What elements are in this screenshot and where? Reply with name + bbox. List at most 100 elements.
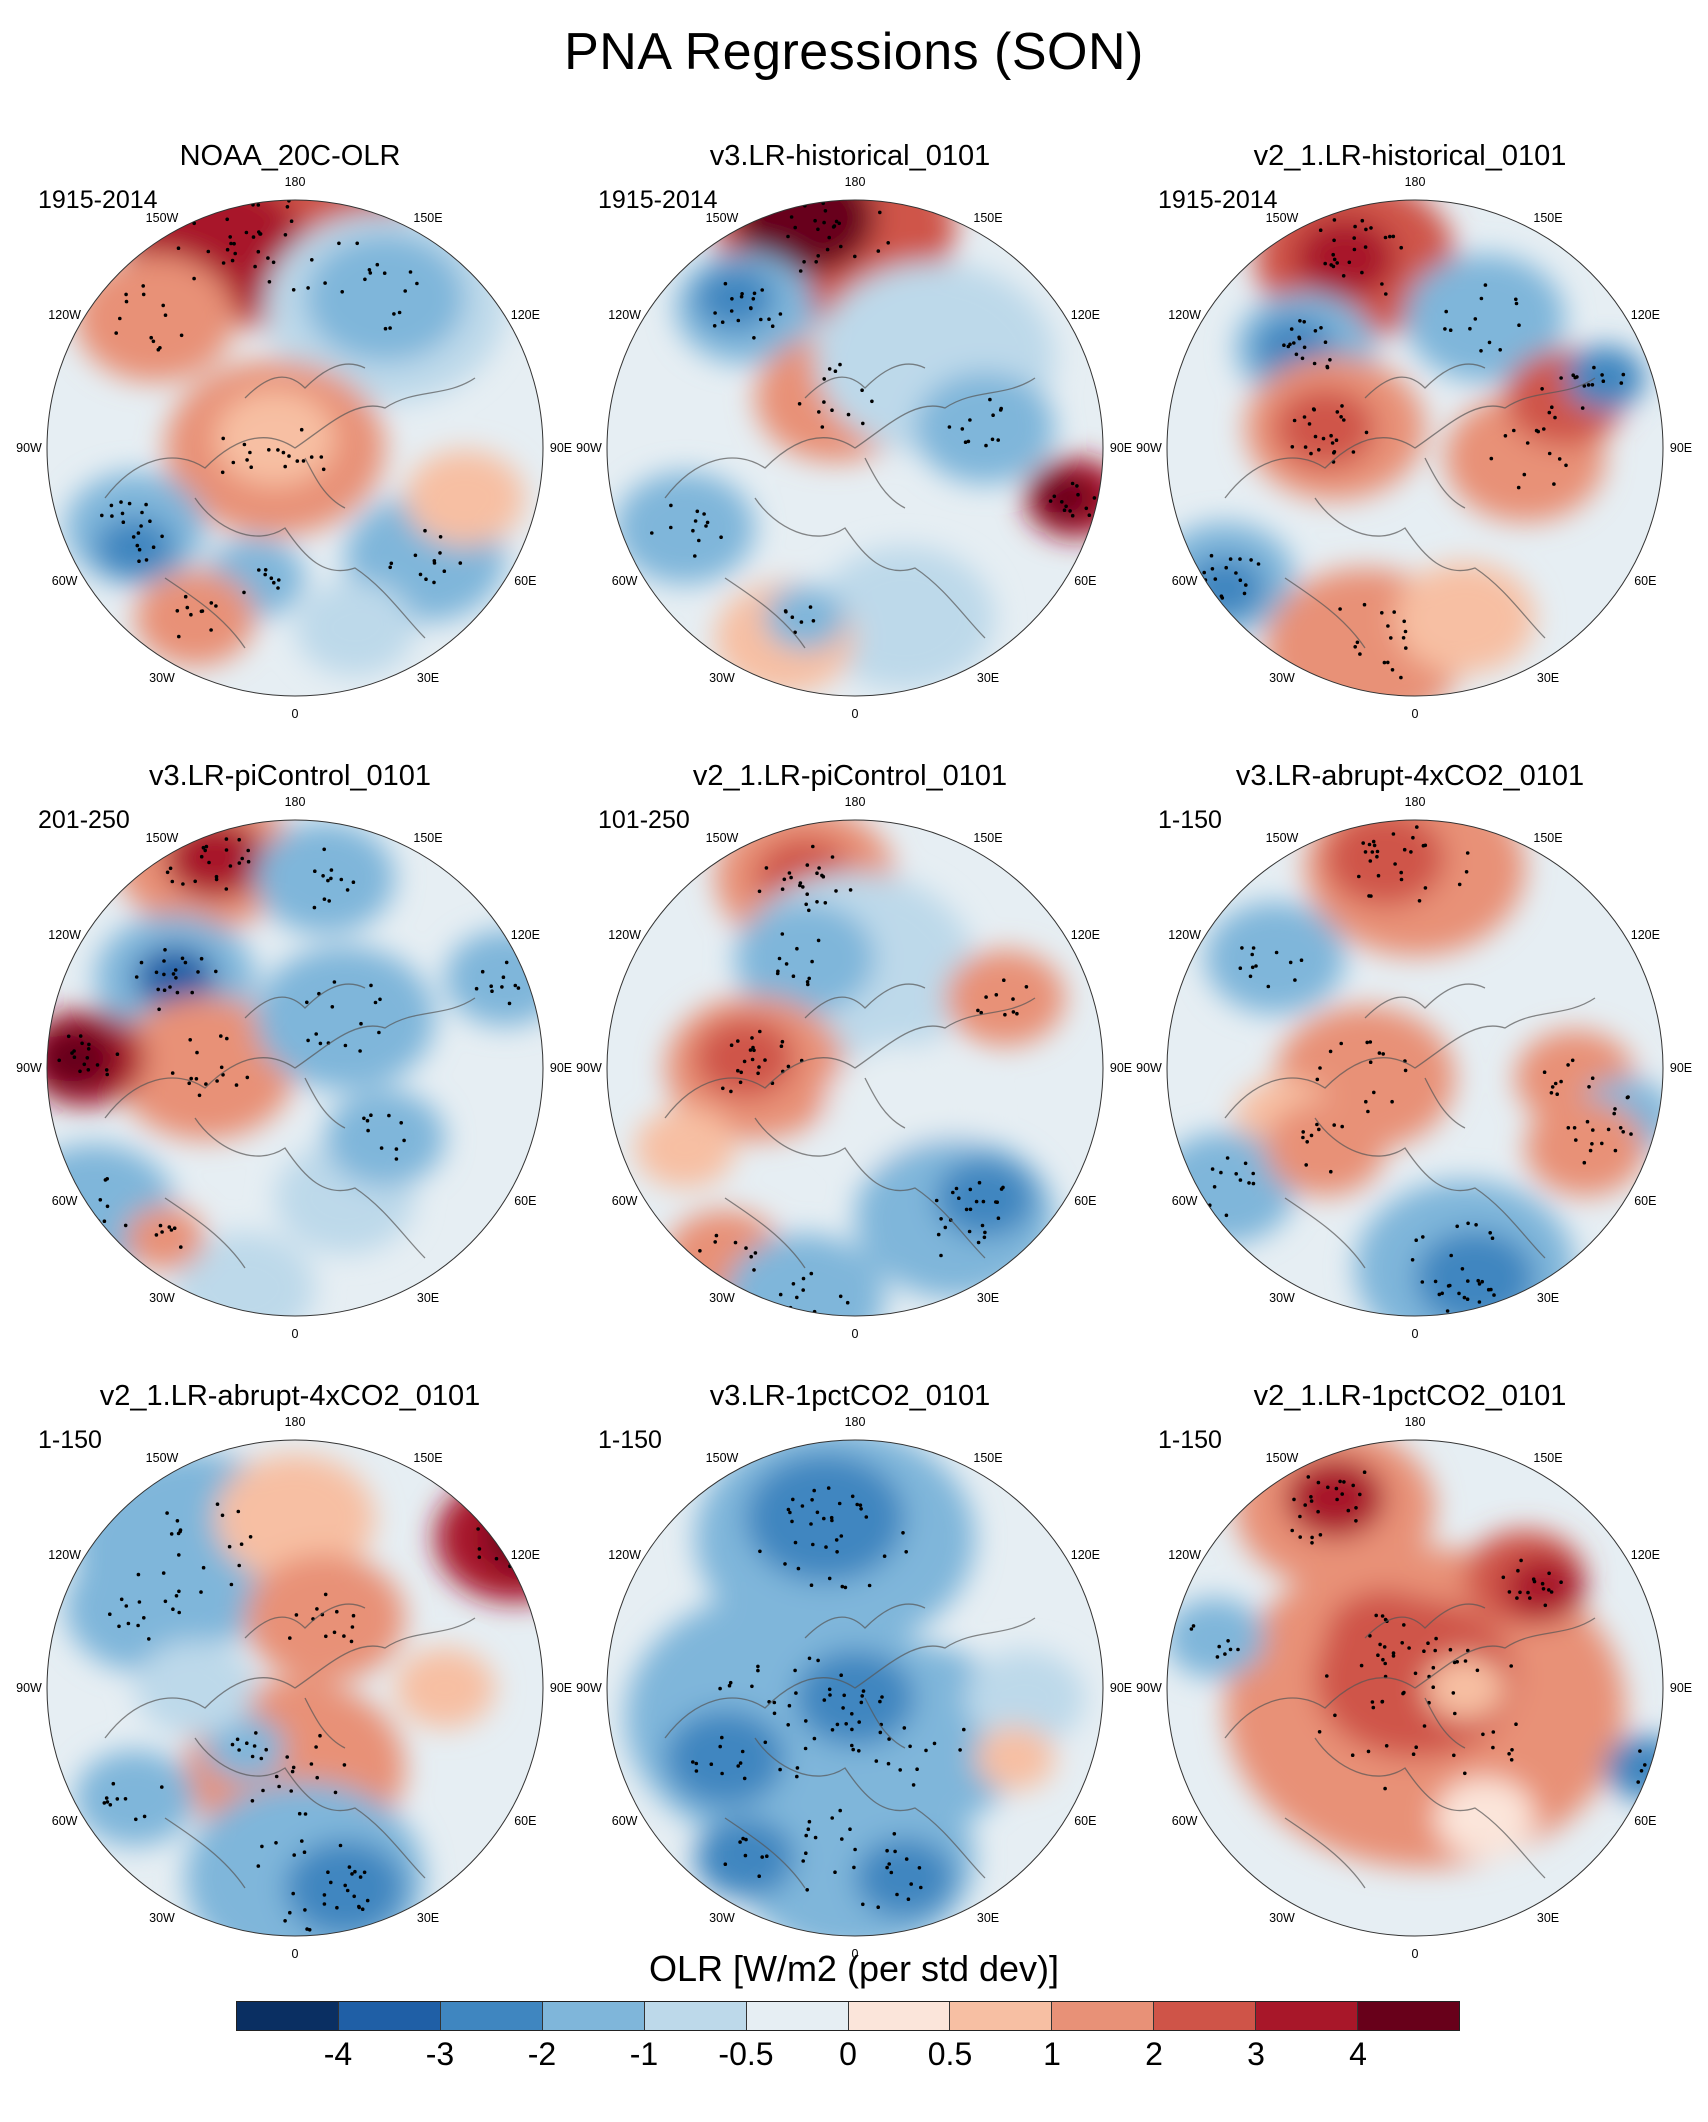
stipple-dot: [1402, 619, 1406, 624]
stipple-dot: [424, 577, 428, 581]
anomaly-blob: [65, 1544, 225, 1672]
stipple-dot: [515, 1534, 520, 1538]
map-border: [606, 1439, 1104, 1937]
stipple-dot: [1048, 499, 1053, 503]
stipple-dot: [990, 437, 995, 442]
stipple-dot: [1612, 1111, 1616, 1116]
stipple-dot: [214, 877, 219, 882]
longitude-label: 180: [844, 175, 866, 189]
stipple-dot: [1510, 1748, 1514, 1752]
stipple-dot: [1402, 847, 1407, 852]
anomaly-blob: [1605, 1736, 1663, 1800]
stipple-dot: [859, 1507, 863, 1511]
stipple-dot: [1393, 862, 1397, 866]
stipple-dot: [1298, 1535, 1302, 1539]
significance-stipple: [102, 1502, 543, 1932]
polar-map: [606, 199, 1104, 697]
stipple-dot: [322, 1893, 327, 1897]
stipple-dot: [834, 889, 838, 893]
stipple-dot: [252, 1744, 257, 1748]
stipple-dot: [816, 938, 821, 943]
stipple-dot: [822, 1698, 827, 1702]
stipple-dot: [1332, 257, 1337, 262]
stipple-dot: [1619, 381, 1624, 385]
stipple-dot: [126, 1621, 131, 1626]
stipple-dot: [966, 439, 971, 444]
longitude-label: 60E: [1074, 574, 1097, 588]
stipple-dot: [1547, 410, 1552, 415]
stipple-dot: [979, 1010, 983, 1015]
stipple-dot: [237, 861, 242, 865]
stipple-dot: [1553, 1081, 1558, 1086]
stipple-dot: [225, 247, 230, 252]
stipple-dot: [1313, 434, 1318, 439]
stipple-dot: [1326, 1485, 1330, 1490]
stipple-dot: [105, 1072, 109, 1077]
stipple-dot: [788, 1510, 792, 1515]
stipple-dot: [366, 1128, 370, 1133]
stipple-dot: [78, 1069, 82, 1074]
stipple-dot: [1236, 1647, 1240, 1652]
stipple-dot: [199, 956, 204, 961]
stipple-dot: [713, 311, 717, 315]
stipple-dot: [908, 1744, 912, 1749]
stipple-dot: [137, 1600, 142, 1604]
stipple-dot: [751, 1045, 755, 1050]
stipple-dot: [1600, 373, 1604, 377]
stipple-dot: [1209, 553, 1214, 558]
stipple-dot: [367, 268, 372, 272]
stipple-dot: [874, 1759, 879, 1763]
stipple-dot: [1587, 1085, 1591, 1089]
stipple-dot: [1364, 1099, 1368, 1104]
longitude-label: 60E: [1074, 1814, 1097, 1828]
panel-title: v3.LR-piControl_0101: [148, 760, 432, 792]
stipple-dot: [1455, 1224, 1459, 1229]
stipple-dot: [1392, 610, 1396, 614]
stipple-dot: [1547, 451, 1552, 456]
stipple-dot: [1382, 1645, 1387, 1649]
colorbar-tick-label: -2: [527, 2036, 557, 2072]
stipple-dot: [848, 1827, 852, 1831]
stipple-dot: [1330, 441, 1335, 445]
stipple-dot: [309, 1762, 314, 1766]
stipple-dot: [292, 1853, 296, 1857]
stipple-dot: [1488, 1231, 1492, 1235]
stipple-dot: [861, 1689, 866, 1693]
anomaly-blob: [75, 254, 235, 382]
stipple-dot: [1060, 500, 1064, 504]
stipple-dot: [110, 514, 114, 518]
stipple-dot: [139, 960, 144, 965]
stipple-dot: [1292, 418, 1297, 423]
stipple-dot: [103, 1178, 108, 1182]
stipple-dot: [704, 524, 708, 528]
stipple-dot: [72, 1049, 76, 1053]
stipple-dot: [1409, 850, 1413, 854]
colorbar-tick-label: -0.5: [718, 2036, 774, 2072]
stipple-dot: [215, 1079, 219, 1083]
stipple-dot: [295, 459, 300, 463]
stipple-dot: [1490, 1236, 1495, 1240]
longitude-label: 90E: [1109, 441, 1133, 455]
colorbar-tick-label: -3: [425, 2036, 455, 2072]
longitude-label: 150E: [1533, 210, 1563, 225]
stipple-dot: [117, 1624, 121, 1629]
stipple-dot: [709, 1762, 714, 1766]
longitude-label: 60E: [514, 574, 537, 588]
stipple-dot: [517, 1542, 522, 1547]
anomaly-blob: [1565, 346, 1645, 410]
stipple-dot: [1555, 1092, 1559, 1096]
stipple-dot: [234, 1083, 239, 1087]
stipple-dot: [313, 869, 317, 873]
figure-title: PNA Regressions (SON): [564, 23, 1144, 81]
stipple-dot: [438, 551, 442, 555]
stipple-dot: [95, 1063, 100, 1067]
map-border: [1166, 1439, 1664, 1937]
stipple-dot: [1286, 344, 1291, 349]
anomaly-blob: [1435, 1778, 1535, 1858]
stipple-dot: [221, 261, 226, 265]
stipple-dot: [1213, 577, 1218, 581]
stipple-dot: [1289, 327, 1294, 331]
stipple-dot: [161, 303, 165, 308]
stipple-dot: [974, 1199, 979, 1204]
stipple-dot: [791, 1282, 796, 1286]
